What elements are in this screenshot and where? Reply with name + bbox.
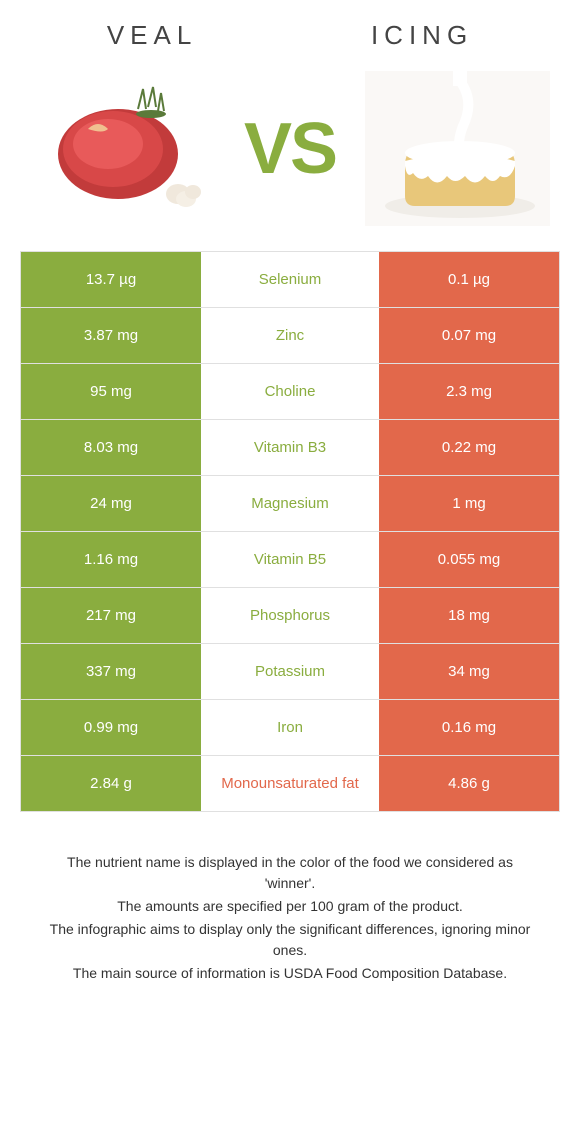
left-value: 337 mg <box>21 644 201 699</box>
left-value: 217 mg <box>21 588 201 643</box>
veal-image <box>30 71 215 226</box>
footnote-line: The amounts are specified per 100 gram o… <box>40 896 540 917</box>
images-row: VS <box>20 71 560 226</box>
right-value: 34 mg <box>379 644 559 699</box>
right-value: 0.07 mg <box>379 308 559 363</box>
right-value: 1 mg <box>379 476 559 531</box>
nutrient-name: Phosphorus <box>201 588 379 643</box>
right-value: 0.1 µg <box>379 252 559 307</box>
table-row: 8.03 mgVitamin B30.22 mg <box>21 420 559 476</box>
nutrient-name: Choline <box>201 364 379 419</box>
table-row: 0.99 mgIron0.16 mg <box>21 700 559 756</box>
left-value: 3.87 mg <box>21 308 201 363</box>
right-value: 4.86 g <box>379 756 559 811</box>
left-value: 24 mg <box>21 476 201 531</box>
nutrient-name: Monounsaturated fat <box>201 756 379 811</box>
footnotes: The nutrient name is displayed in the co… <box>20 852 560 984</box>
right-value: 0.22 mg <box>379 420 559 475</box>
title-left: VEAL <box>107 20 198 51</box>
table-row: 337 mgPotassium34 mg <box>21 644 559 700</box>
left-value: 13.7 µg <box>21 252 201 307</box>
table-row: 24 mgMagnesium1 mg <box>21 476 559 532</box>
nutrient-name: Iron <box>201 700 379 755</box>
infographic-container: VEAL ICING VS <box>0 0 580 1006</box>
footnote-line: The nutrient name is displayed in the co… <box>40 852 540 894</box>
right-value: 0.16 mg <box>379 700 559 755</box>
right-value: 2.3 mg <box>379 364 559 419</box>
title-right: ICING <box>371 20 473 51</box>
left-value: 1.16 mg <box>21 532 201 587</box>
right-value: 0.055 mg <box>379 532 559 587</box>
nutrient-name: Zinc <box>201 308 379 363</box>
table-row: 2.84 gMonounsaturated fat4.86 g <box>21 756 559 812</box>
footnote-line: The main source of information is USDA F… <box>40 963 540 984</box>
nutrient-name: Vitamin B3 <box>201 420 379 475</box>
nutrient-name: Magnesium <box>201 476 379 531</box>
nutrient-name: Vitamin B5 <box>201 532 379 587</box>
table-row: 95 mgCholine2.3 mg <box>21 364 559 420</box>
table-row: 13.7 µgSelenium0.1 µg <box>21 252 559 308</box>
left-value: 95 mg <box>21 364 201 419</box>
nutrient-name: Selenium <box>201 252 379 307</box>
vs-label: VS <box>244 108 336 190</box>
nutrient-name: Potassium <box>201 644 379 699</box>
table-row: 3.87 mgZinc0.07 mg <box>21 308 559 364</box>
left-value: 8.03 mg <box>21 420 201 475</box>
left-value: 0.99 mg <box>21 700 201 755</box>
table-row: 1.16 mgVitamin B50.055 mg <box>21 532 559 588</box>
table-row: 217 mgPhosphorus18 mg <box>21 588 559 644</box>
left-value: 2.84 g <box>21 756 201 811</box>
footnote-line: The infographic aims to display only the… <box>40 919 540 961</box>
right-value: 18 mg <box>379 588 559 643</box>
header: VEAL ICING <box>20 20 560 51</box>
nutrient-table: 13.7 µgSelenium0.1 µg3.87 mgZinc0.07 mg9… <box>20 251 560 812</box>
icing-image <box>365 71 550 226</box>
